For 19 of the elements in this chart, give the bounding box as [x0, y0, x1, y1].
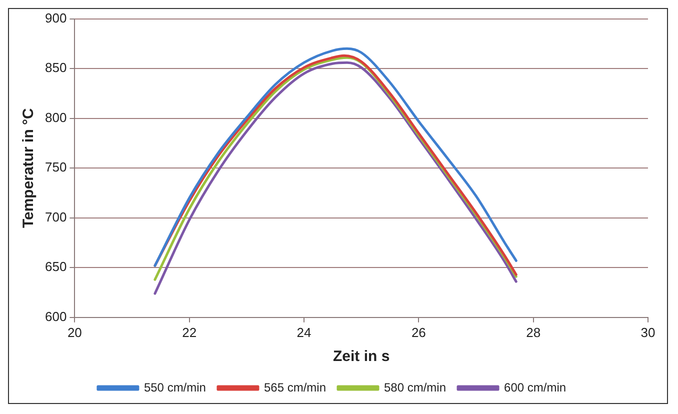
y-tick-label: 700: [44, 209, 67, 224]
x-tick-label: 22: [182, 324, 197, 340]
y-axis-title: Temperatur in °C: [20, 108, 38, 228]
x-tick-label: 28: [526, 324, 541, 340]
legend-label: 580 cm/min: [384, 380, 446, 394]
x-axis-title: Zeit in s: [333, 348, 390, 366]
y-tick-label: 800: [44, 110, 67, 125]
x-tick-label: 30: [640, 324, 656, 340]
legend-label: 565 cm/min: [264, 380, 326, 394]
x-tick-label: 20: [67, 324, 82, 340]
y-tick-label: 650: [44, 259, 67, 274]
y-tick-label: 850: [44, 60, 67, 76]
y-tick-label: 750: [44, 160, 67, 175]
legend-label: 550 cm/min: [144, 380, 206, 394]
legend-label: 600 cm/min: [504, 380, 566, 394]
y-tick-label: 900: [44, 10, 67, 26]
x-tick-label: 26: [411, 324, 426, 340]
y-tick-label: 600: [44, 308, 67, 324]
x-tick-label: 24: [296, 324, 312, 340]
